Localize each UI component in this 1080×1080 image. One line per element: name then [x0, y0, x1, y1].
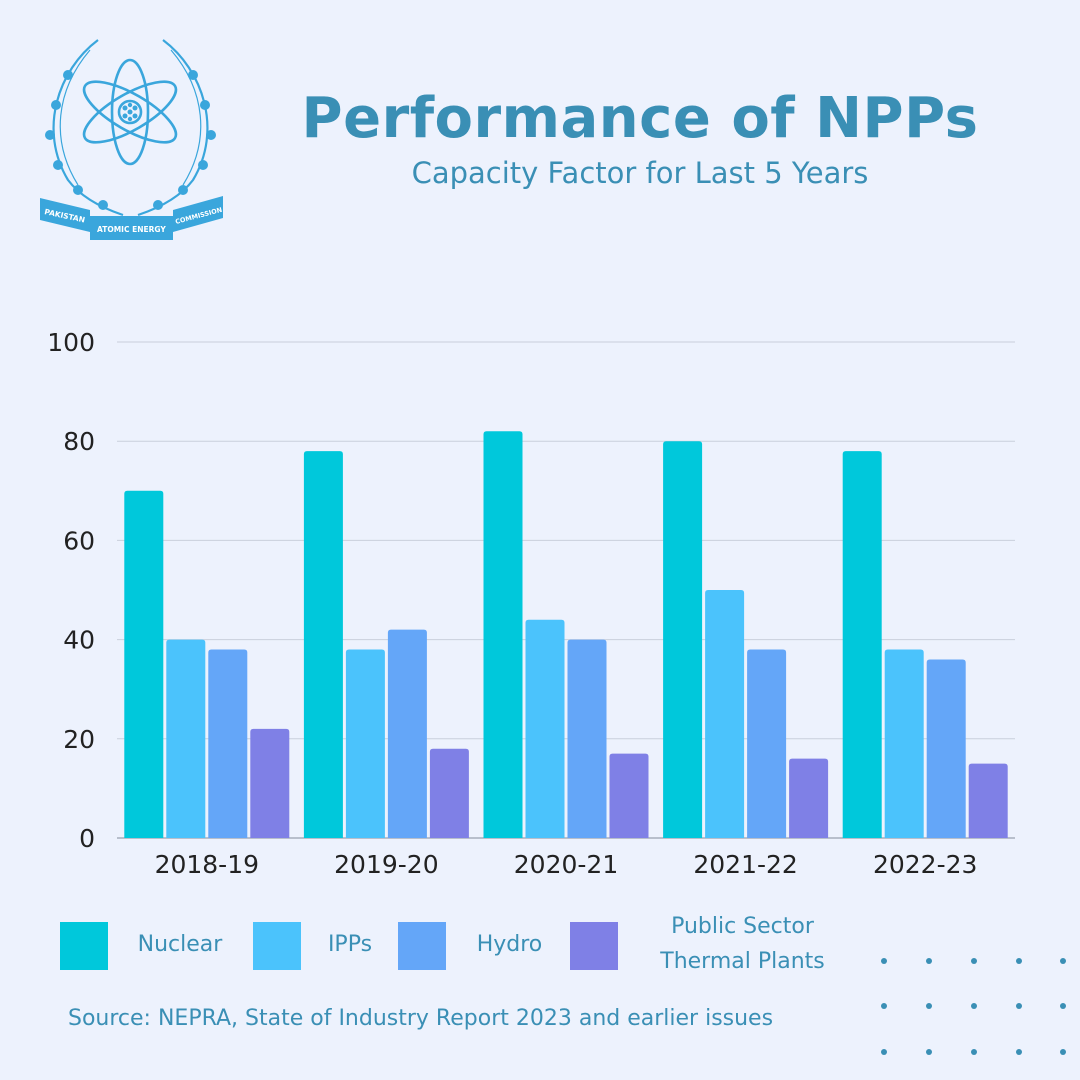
- y-tick-label: 20: [63, 725, 95, 754]
- ribbon-banner: [40, 196, 223, 240]
- legend-label-ipps: IPPs: [327, 932, 373, 957]
- bar-public-sector-thermal-plants-2018-19: [250, 728, 290, 838]
- capacity-factor-bar-chart: 0 20 40 60 80 100 2018-19 2019-20 2020-21 2021-2…: [47, 328, 1015, 879]
- decorative-dot: [1016, 1049, 1022, 1055]
- pakistan-atomic-energy-commission-logo: PAKISTAN ATOMIC ENERGY COMMISSION: [40, 39, 223, 240]
- atom-icon: [82, 58, 178, 166]
- bar-hydro-2022-23: [926, 659, 966, 838]
- bar-ipps-2022-23: [884, 649, 924, 838]
- x-tick-label: 2020-21: [514, 850, 618, 879]
- legend-label-nuclear: Nuclear: [137, 932, 223, 957]
- decorative-dot: [881, 1049, 887, 1055]
- bar-public-sector-thermal-plants-2022-23: [968, 763, 1008, 838]
- bars: [124, 431, 1008, 838]
- bar-ipps-2020-21: [525, 619, 565, 838]
- legend-label-hydro: Hydro: [476, 932, 543, 957]
- bar-ipps-2021-22: [705, 590, 745, 838]
- bar-nuclear-2020-21: [483, 431, 523, 838]
- decorative-dot: [1016, 958, 1022, 964]
- ribbon-center-text: ATOMIC ENERGY: [97, 225, 166, 234]
- decorative-dot: [1016, 1003, 1022, 1009]
- bar-nuclear-2018-19: [124, 490, 164, 838]
- x-tick-label: 2018-19: [155, 850, 259, 879]
- page-title: Performance of NPPs: [301, 86, 979, 151]
- bar-nuclear-2021-22: [663, 441, 703, 838]
- y-tick-label: 0: [79, 824, 95, 853]
- bar-ipps-2018-19: [166, 639, 206, 838]
- decorative-dot: [926, 1003, 932, 1009]
- x-tick-label: 2019-20: [334, 850, 438, 879]
- bar-public-sector-thermal-plants-2019-20: [429, 748, 469, 838]
- legend-swatch-thermal: [570, 922, 618, 970]
- bar-hydro-2021-22: [747, 649, 787, 838]
- decorative-dot: [926, 1049, 932, 1055]
- bar-hydro-2020-21: [567, 639, 607, 838]
- bar-ipps-2019-20: [345, 649, 385, 838]
- decorative-dot: [881, 958, 887, 964]
- x-axis-ticks: 2018-19 2019-20 2020-21 2021-22 2022-23: [155, 850, 978, 879]
- decorative-dot: [971, 1049, 977, 1055]
- bar-nuclear-2019-20: [303, 451, 343, 838]
- decorative-dot: [971, 1003, 977, 1009]
- y-tick-label: 40: [63, 626, 95, 655]
- y-tick-label: 80: [63, 427, 95, 456]
- decorative-dot: [1060, 958, 1066, 964]
- legend-label-thermal-line2: Thermal Plants: [660, 949, 825, 974]
- bar-nuclear-2022-23: [842, 451, 882, 838]
- bar-hydro-2019-20: [387, 629, 427, 838]
- x-tick-label: 2022-23: [873, 850, 977, 879]
- legend-label-thermal-line1: Public Sector: [671, 914, 814, 939]
- bar-public-sector-thermal-plants-2021-22: [789, 758, 829, 838]
- y-tick-label: 100: [47, 328, 95, 357]
- bar-hydro-2018-19: [208, 649, 248, 838]
- page-subtitle: Capacity Factor for Last 5 Years: [411, 156, 869, 190]
- bar-public-sector-thermal-plants-2020-21: [609, 753, 649, 838]
- source-note: Source: NEPRA, State of Industry Report …: [68, 1006, 774, 1031]
- decorative-dot: [1060, 1003, 1066, 1009]
- legend-swatch-ipps: [253, 922, 301, 970]
- decorative-dot: [881, 1003, 887, 1009]
- y-tick-label: 60: [63, 526, 95, 555]
- y-axis-ticks: 0 20 40 60 80 100: [47, 328, 95, 853]
- legend-swatch-nuclear: [60, 922, 108, 970]
- decorative-dot: [926, 958, 932, 964]
- decorative-dot: [1060, 1049, 1066, 1055]
- decorative-dot: [971, 958, 977, 964]
- legend-swatch-hydro: [398, 922, 446, 970]
- x-tick-label: 2021-22: [693, 850, 797, 879]
